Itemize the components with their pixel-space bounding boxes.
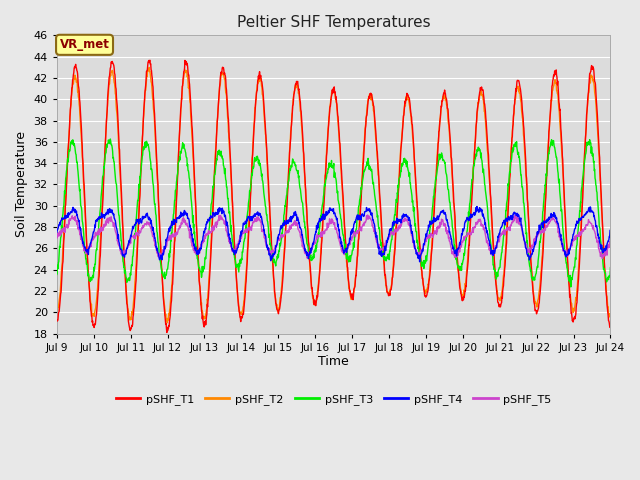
pSHF_T5 <box>493 245 500 251</box>
pSHF_T3 <box>177 148 184 154</box>
X-axis label: Time: Time <box>318 355 349 369</box>
pSHF_T3 <box>492 276 500 282</box>
pSHF_T5 <box>53 231 61 237</box>
pSHF_T1 <box>146 58 154 63</box>
pSHF_T1 <box>541 200 549 205</box>
pSHF_T1 <box>163 324 171 330</box>
pSHF_T1 <box>163 330 171 336</box>
Title: Peltier SHF Temperatures: Peltier SHF Temperatures <box>237 15 431 30</box>
pSHF_T3 <box>163 267 171 273</box>
pSHF_T1 <box>177 107 184 112</box>
pSHF_T4 <box>163 238 170 243</box>
Line: pSHF_T5: pSHF_T5 <box>57 215 611 259</box>
Text: VR_met: VR_met <box>60 38 109 51</box>
pSHF_T3 <box>106 136 114 142</box>
pSHF_T2 <box>239 308 246 313</box>
pSHF_T2 <box>163 320 171 325</box>
pSHF_T2 <box>493 283 500 288</box>
pSHF_T2 <box>177 110 184 116</box>
pSHF_T3 <box>239 249 246 254</box>
Legend: pSHF_T1, pSHF_T2, pSHF_T3, pSHF_T4, pSHF_T5: pSHF_T1, pSHF_T2, pSHF_T3, pSHF_T4, pSHF… <box>111 390 556 409</box>
Line: pSHF_T3: pSHF_T3 <box>57 139 611 287</box>
pSHF_T5 <box>156 256 163 262</box>
pSHF_T5 <box>420 241 428 247</box>
pSHF_T3 <box>420 265 428 271</box>
pSHF_T2 <box>420 288 428 294</box>
Line: pSHF_T1: pSHF_T1 <box>57 60 611 333</box>
pSHF_T4 <box>473 204 481 209</box>
pSHF_T4 <box>238 228 246 234</box>
pSHF_T5 <box>607 239 614 245</box>
pSHF_T5 <box>541 227 549 233</box>
pSHF_T4 <box>420 241 428 247</box>
pSHF_T1 <box>493 287 500 292</box>
pSHF_T2 <box>163 316 171 322</box>
pSHF_T1 <box>607 322 614 327</box>
pSHF_T4 <box>607 228 614 233</box>
pSHF_T1 <box>420 288 428 293</box>
pSHF_T5 <box>177 224 184 230</box>
pSHF_T5 <box>239 230 246 236</box>
pSHF_T4 <box>541 219 549 225</box>
Y-axis label: Soil Temperature: Soil Temperature <box>15 132 28 238</box>
pSHF_T2 <box>53 308 61 313</box>
pSHF_T3 <box>53 272 61 277</box>
pSHF_T4 <box>53 229 61 235</box>
pSHF_T3 <box>541 182 549 188</box>
pSHF_T3 <box>607 265 614 271</box>
pSHF_T2 <box>541 194 549 200</box>
pSHF_T3 <box>567 284 575 290</box>
pSHF_T1 <box>239 312 246 317</box>
pSHF_T4 <box>416 259 424 264</box>
pSHF_T2 <box>145 65 153 71</box>
Line: pSHF_T2: pSHF_T2 <box>57 68 611 323</box>
Line: pSHF_T4: pSHF_T4 <box>57 206 611 262</box>
pSHF_T2 <box>607 314 614 320</box>
pSHF_T4 <box>493 245 500 251</box>
pSHF_T5 <box>364 212 372 218</box>
pSHF_T1 <box>53 318 61 324</box>
pSHF_T5 <box>163 241 171 247</box>
pSHF_T4 <box>176 213 184 218</box>
